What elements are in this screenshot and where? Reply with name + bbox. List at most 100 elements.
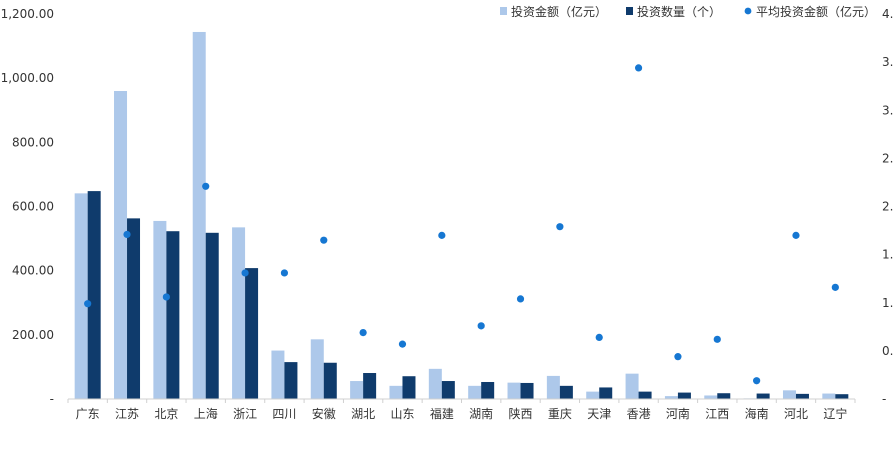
point-average-amount [320, 236, 328, 244]
bar-investment-count [835, 394, 849, 399]
point-average-amount [674, 353, 682, 361]
category-label: 江苏 [115, 407, 139, 421]
right-axis-tick-label: 2.00 [882, 200, 894, 214]
bars [74, 31, 849, 399]
category-label: 江西 [705, 407, 729, 421]
category-label: 北京 [154, 407, 178, 421]
bar-investment-count [520, 382, 534, 399]
bar-investment-count [87, 191, 101, 399]
right-axis: - 0.50 1.00 1.50 2.00 2.50 3.00 3.50 4.00 [882, 7, 894, 406]
bar-investment-count [717, 393, 731, 399]
bar-investment-amount [704, 395, 718, 399]
category-label: 湖南 [469, 406, 493, 421]
bar-investment-count [441, 381, 455, 399]
right-axis-tick-label: 3.50 [882, 55, 894, 69]
point-average-amount [753, 377, 761, 385]
bar-investment-amount [350, 381, 364, 399]
category-axis: 广东 江苏 北京 上海 浙江 四川 安徽 湖北 山东 福建 湖南 陕西 重庆 天津 香港 河南 江西 海南 河北 辽宁 [67, 398, 856, 421]
bar-investment-count [599, 387, 613, 399]
point-average-amount [634, 64, 643, 72]
category-label: 天津 [587, 407, 611, 421]
bar-investment-amount [507, 382, 521, 399]
left-axis-tick-label: - [50, 392, 54, 406]
bar-investment-count [245, 268, 259, 399]
bar-investment-count [481, 381, 495, 399]
category-label: 香港 [627, 407, 651, 421]
left-axis-tick-label: 1,000.00 [1, 71, 54, 85]
point-average-amount [359, 328, 367, 337]
left-axis: - 200.00 400.00 600.00 800.00 1,000.00 1,200.0… [1, 7, 54, 406]
bar-investment-count [638, 391, 652, 399]
point-average-amount [516, 295, 525, 303]
legend-marker-square [626, 7, 633, 15]
right-axis-tick-label: 1.50 [882, 248, 894, 262]
category-label: 山东 [390, 407, 414, 421]
points [84, 64, 839, 385]
bar-investment-amount [625, 373, 639, 399]
point-average-amount [713, 335, 721, 343]
bar-investment-amount [468, 385, 482, 399]
point-average-amount [556, 223, 564, 231]
legend-label: 平均投资金额（亿元） [756, 4, 876, 19]
point-average-amount [241, 269, 249, 277]
bar-investment-count [166, 231, 180, 399]
left-axis-tick-label: 600.00 [12, 200, 54, 214]
category-label: 河南 [666, 406, 690, 421]
bar-investment-count [756, 393, 770, 399]
category-label: 安徽 [312, 406, 336, 421]
bar-investment-amount [664, 396, 678, 399]
left-axis-tick-label: 800.00 [12, 135, 54, 149]
bar-investment-amount [114, 91, 128, 399]
category-label: 重庆 [548, 407, 572, 421]
category-label: 湖北 [351, 406, 375, 421]
left-axis-tick-label: 200.00 [12, 328, 54, 342]
bar-investment-amount [586, 391, 600, 399]
category-label: 河北 [784, 407, 808, 421]
bar-investment-count [795, 393, 809, 399]
point-average-amount [477, 322, 485, 330]
category-label: 广东 [76, 407, 100, 421]
point-average-amount [792, 231, 800, 239]
point-average-amount [202, 182, 210, 190]
bar-investment-amount [153, 220, 167, 399]
right-axis-tick-label: 1.00 [882, 296, 894, 310]
bar-investment-amount [822, 393, 836, 399]
bar-investment-amount [74, 193, 88, 399]
category-label: 福建 [430, 406, 454, 421]
category-label: 海南 [745, 406, 769, 421]
bar-investment-count [323, 362, 337, 399]
bar-investment-amount [389, 385, 403, 399]
left-axis-tick-label: 1,200.00 [1, 7, 54, 21]
bar-investment-amount [310, 339, 324, 399]
right-axis-tick-label: - [882, 392, 886, 406]
legend-label: 投资数量（个） [637, 4, 721, 19]
legend-marker-dot [744, 7, 752, 15]
bar-investment-count [127, 218, 141, 399]
bar-investment-count [363, 373, 377, 399]
legend: 投资金额（亿元） 投资数量（个） 平均投资金额（亿元） [500, 4, 876, 19]
bar-investment-count [284, 362, 298, 399]
left-axis-tick-label: 400.00 [12, 264, 54, 278]
point-average-amount [831, 283, 839, 291]
legend-marker-square [500, 7, 507, 15]
bar-investment-count [402, 376, 416, 399]
bar-investment-amount [428, 368, 442, 399]
legend-label: 投资金额（亿元） [511, 4, 607, 19]
category-label: 陕西 [509, 406, 533, 421]
right-axis-tick-label: 4.00 [882, 7, 894, 21]
point-average-amount [280, 269, 289, 277]
right-axis-tick-label: 2.50 [882, 151, 894, 165]
bar-investment-count [559, 385, 573, 399]
bar-investment-amount [546, 375, 560, 399]
point-average-amount [162, 293, 170, 301]
category-label: 辽宁 [823, 406, 847, 421]
category-label: 四川 [272, 407, 296, 421]
point-average-amount [438, 231, 446, 239]
point-average-amount [84, 300, 92, 308]
point-average-amount [398, 340, 407, 348]
category-label: 上海 [194, 406, 218, 421]
right-axis-tick-label: 3.00 [882, 103, 894, 117]
bar-investment-amount [271, 350, 285, 399]
bar-investment-amount [232, 227, 246, 399]
